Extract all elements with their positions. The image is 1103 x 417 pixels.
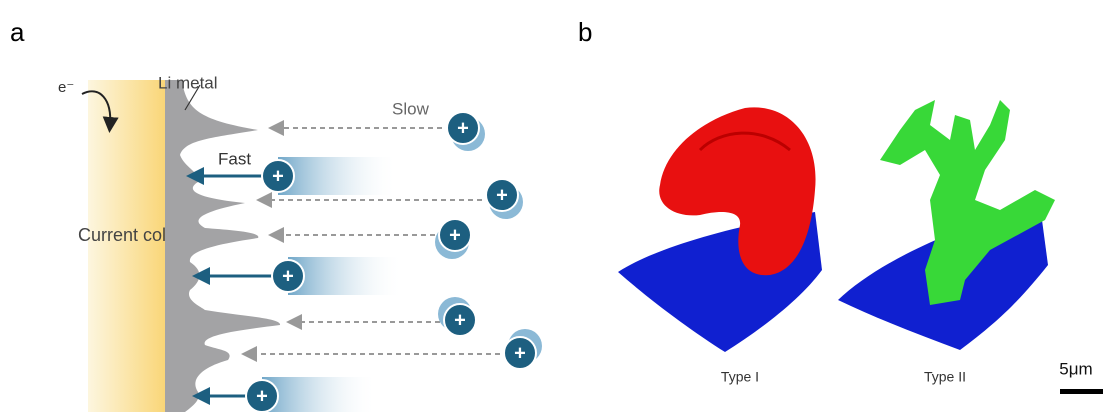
panel-label: a: [10, 17, 25, 47]
ion-sign: +: [514, 342, 526, 364]
ion-sign: +: [454, 309, 466, 331]
ion: +: [447, 112, 485, 151]
ion-tail: [288, 257, 403, 295]
panel-label: b: [578, 17, 592, 47]
figure: a b Current collector Li metal e⁻ Slow F…: [0, 0, 1103, 412]
ion-tail: [262, 377, 377, 412]
type-label: Type II: [924, 369, 966, 385]
ion-sign: +: [256, 385, 268, 407]
li-metal-label: Li metal: [158, 73, 218, 92]
scale-label: 5μm: [1059, 359, 1092, 378]
current-collector: [88, 80, 165, 412]
electron-label: e⁻: [58, 79, 74, 96]
ion: +: [262, 160, 294, 192]
ion-sign: +: [457, 117, 469, 139]
ion: +: [504, 329, 542, 369]
panel-a: Current collector Li metal e⁻ Slow Fast …: [58, 73, 542, 412]
ion-tail: [278, 157, 398, 195]
ion: +: [486, 179, 523, 219]
panel-b: Type I Type II 5μm: [618, 100, 1103, 394]
fast-label: Fast: [218, 149, 251, 168]
ion: +: [272, 260, 304, 292]
ion: +: [246, 380, 278, 412]
li-metal: [165, 80, 280, 412]
ion: +: [435, 219, 471, 259]
slow-label: Slow: [392, 99, 430, 118]
type-label: Type I: [721, 369, 759, 385]
ion-sign: +: [272, 165, 284, 187]
ion-sign: +: [282, 265, 294, 287]
scale-bar: [1060, 389, 1103, 394]
ion: +: [438, 297, 476, 336]
ion-sign: +: [449, 224, 461, 246]
ion-sign: +: [496, 184, 508, 206]
